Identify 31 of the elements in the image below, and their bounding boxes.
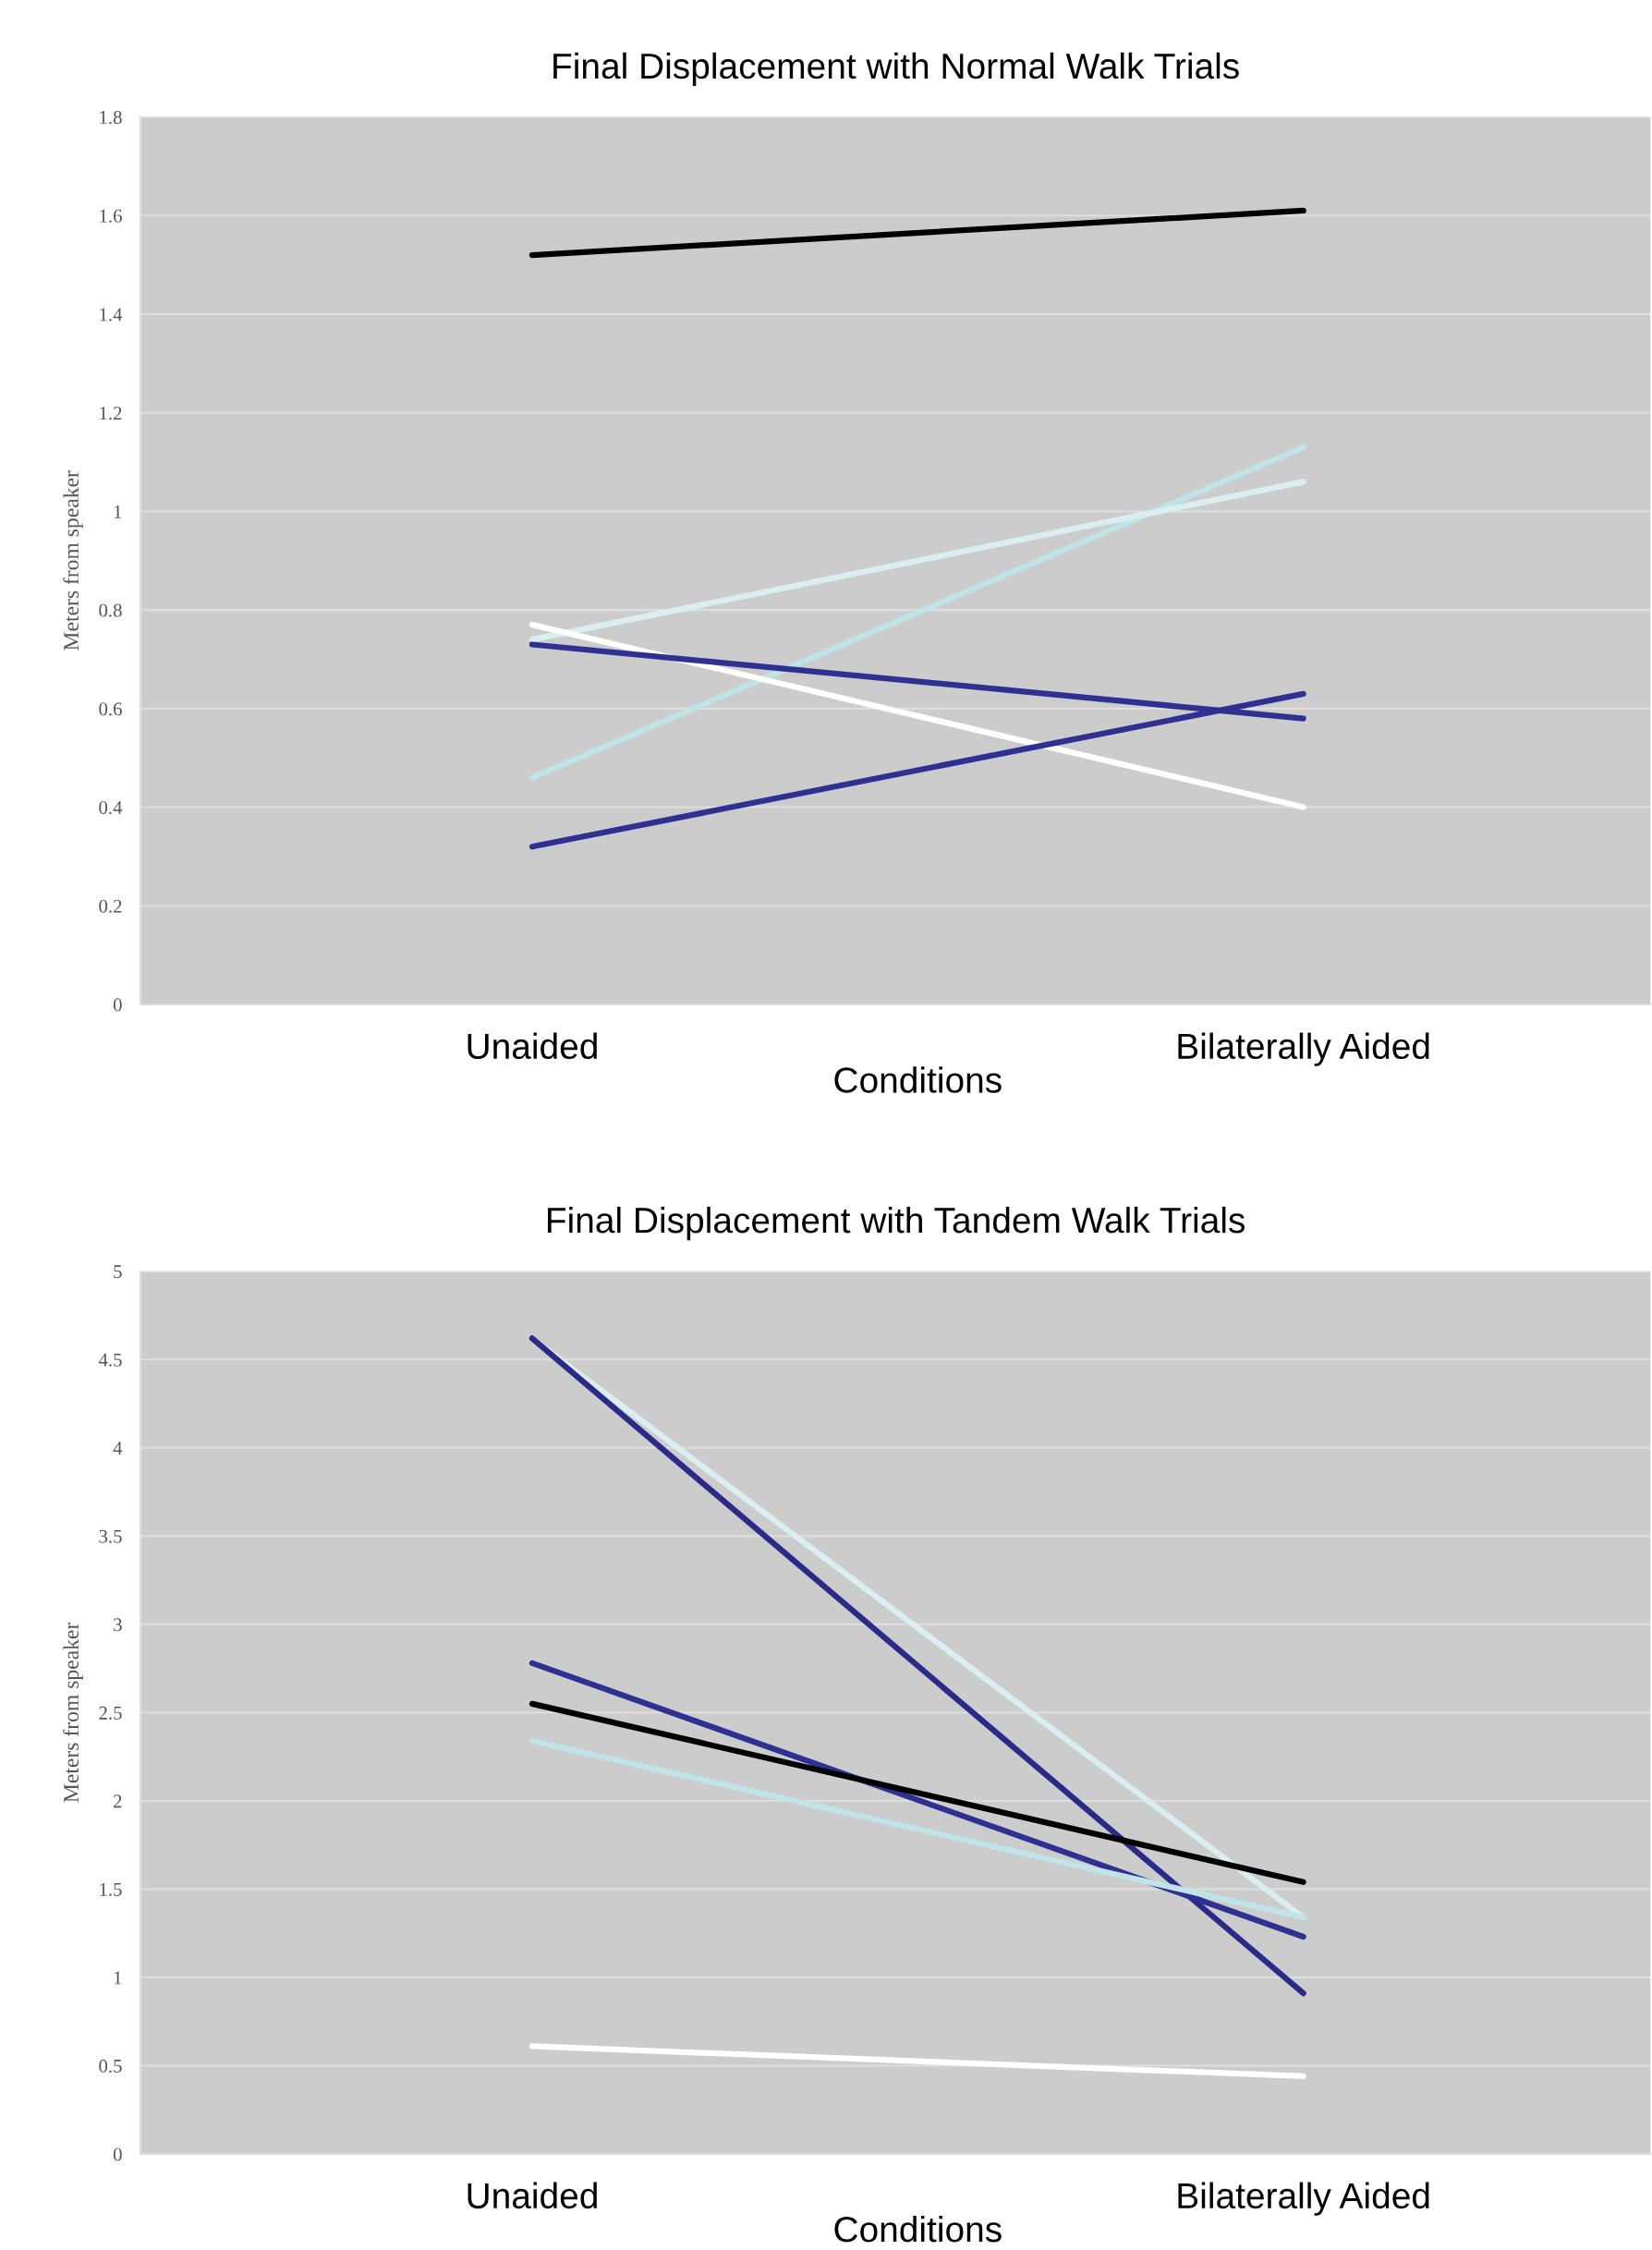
y-tick-label: 4.5 (98, 1353, 122, 1367)
x-axis-title: Conditions (834, 1066, 1002, 1093)
y-tick-label: 4 (113, 1441, 123, 1455)
y-tick-label: 1 (114, 505, 122, 518)
y-tick-label: 0 (113, 2147, 122, 2161)
chart-title: Final Displacement with Tandem Walk Trials (548, 1206, 1245, 1241)
y-tick-label: 0.4 (99, 800, 123, 815)
y-tick-label: 0 (113, 998, 122, 1012)
y-tick-label: 1.2 (100, 407, 122, 420)
y-tick-label: 2 (114, 1794, 122, 1808)
chart-title: Final Displacement with Normal Walk Trials (553, 52, 1239, 87)
y-tick-label: 0.5 (99, 2059, 122, 2074)
x-tick-label: Bilaterally Aided (1178, 2182, 1429, 2216)
y-axis-title: Meters from speaker (63, 470, 83, 651)
x-tick-label: Bilaterally Aided (1178, 1032, 1429, 1066)
y-tick-label: 0.6 (99, 702, 122, 716)
y-tick-label: 5 (114, 1265, 122, 1279)
x-axis-title: Conditions (834, 2215, 1002, 2243)
y-tick-label: 3.5 (99, 1529, 122, 1543)
y-tick-label: 1.5 (100, 1882, 122, 1896)
y-tick-label: 1.8 (100, 110, 122, 125)
y-tick-label: 0.2 (99, 899, 122, 913)
y-tick-label: 1 (114, 1971, 122, 1985)
x-tick-label: Unaided (468, 2182, 597, 2209)
x-tick-label: Unaided (468, 1032, 597, 1060)
y-tick-label: 1.4 (100, 308, 123, 322)
y-tick-label: 1.6 (100, 209, 122, 223)
y-tick-label: 3 (114, 1618, 122, 1632)
y-axis-title: Meters from speaker (63, 1622, 83, 1803)
y-tick-label: 0.8 (99, 603, 122, 617)
y-tick-label: 2.5 (99, 1706, 122, 1720)
